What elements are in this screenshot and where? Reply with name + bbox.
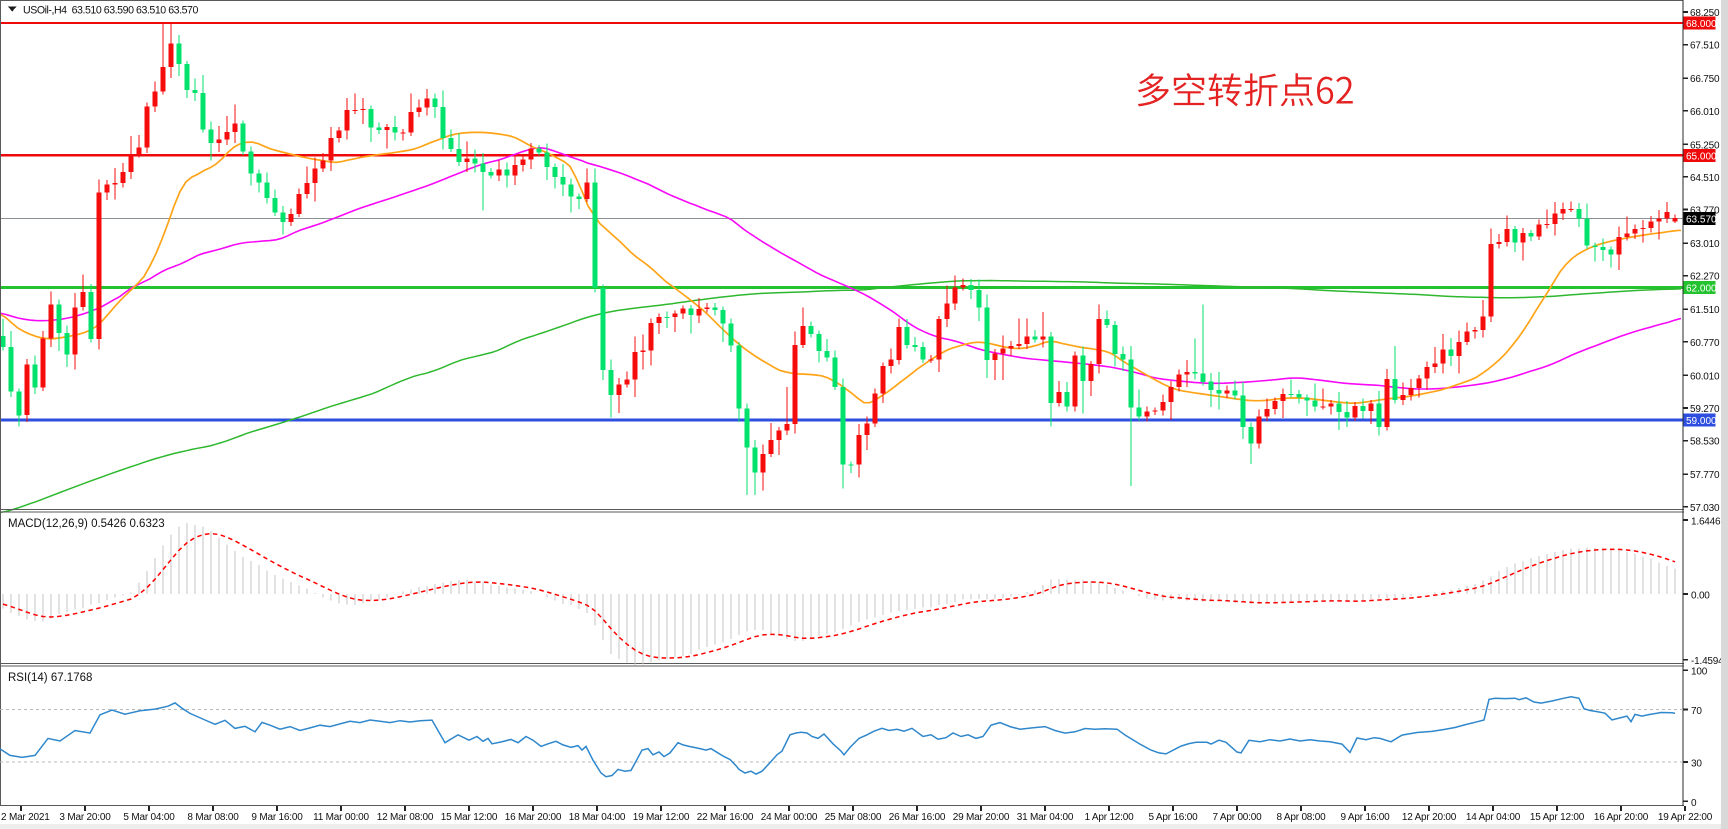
svg-text:16 Apr 20:00: 16 Apr 20:00 bbox=[1594, 812, 1649, 823]
svg-text:57.030: 57.030 bbox=[1690, 503, 1720, 514]
svg-text:-1.4594: -1.4594 bbox=[1691, 656, 1724, 667]
svg-text:66.750: 66.750 bbox=[1690, 74, 1720, 85]
svg-text:8 Apr 08:00: 8 Apr 08:00 bbox=[1277, 812, 1327, 823]
svg-text:11 Mar 00:00: 11 Mar 00:00 bbox=[313, 812, 369, 823]
svg-text:19 Mar 12:00: 19 Mar 12:00 bbox=[633, 812, 690, 823]
svg-text:60.010: 60.010 bbox=[1690, 371, 1720, 382]
svg-text:0.00: 0.00 bbox=[1691, 591, 1710, 602]
svg-text:60.770: 60.770 bbox=[1690, 338, 1720, 349]
svg-text:18 Mar 04:00: 18 Mar 04:00 bbox=[569, 812, 626, 823]
svg-text:14 Apr 04:00: 14 Apr 04:00 bbox=[1466, 812, 1521, 823]
svg-text:8 Mar 08:00: 8 Mar 08:00 bbox=[187, 812, 239, 823]
svg-text:MACD(12,26,9) 0.5426 0.6323: MACD(12,26,9) 0.5426 0.6323 bbox=[8, 518, 165, 530]
svg-text:24 Mar 00:00: 24 Mar 00:00 bbox=[761, 812, 818, 823]
svg-text:25 Mar 08:00: 25 Mar 08:00 bbox=[825, 812, 882, 823]
svg-text:1 Apr 12:00: 1 Apr 12:00 bbox=[1085, 812, 1135, 823]
svg-text:7 Apr 00:00: 7 Apr 00:00 bbox=[1213, 812, 1263, 823]
svg-text:62.000: 62.000 bbox=[1686, 284, 1717, 295]
svg-text:68.000: 68.000 bbox=[1686, 19, 1717, 30]
svg-text:30: 30 bbox=[1691, 759, 1702, 770]
svg-text:31 Mar 04:00: 31 Mar 04:00 bbox=[1017, 812, 1074, 823]
svg-text:0: 0 bbox=[1691, 798, 1697, 809]
svg-text:58.530: 58.530 bbox=[1690, 437, 1720, 448]
svg-text:15 Mar 12:00: 15 Mar 12:00 bbox=[441, 812, 498, 823]
svg-text:1.6446: 1.6446 bbox=[1691, 517, 1721, 528]
svg-text:59.000: 59.000 bbox=[1686, 416, 1717, 427]
svg-text:9 Apr 16:00: 9 Apr 16:00 bbox=[1341, 812, 1391, 823]
svg-text:70: 70 bbox=[1691, 706, 1702, 717]
svg-text:64.510: 64.510 bbox=[1690, 173, 1720, 184]
svg-text:59.270: 59.270 bbox=[1690, 404, 1720, 415]
svg-text:57.770: 57.770 bbox=[1690, 470, 1720, 481]
svg-text:12 Mar 08:00: 12 Mar 08:00 bbox=[377, 812, 434, 823]
svg-text:9 Mar 16:00: 9 Mar 16:00 bbox=[251, 812, 303, 823]
svg-text:RSI(14) 67.1768: RSI(14) 67.1768 bbox=[8, 672, 92, 684]
svg-text:22 Mar 16:00: 22 Mar 16:00 bbox=[697, 812, 754, 823]
svg-text:16 Mar 20:00: 16 Mar 20:00 bbox=[505, 812, 562, 823]
svg-text:66.010: 66.010 bbox=[1690, 107, 1720, 118]
svg-text:15 Apr 12:00: 15 Apr 12:00 bbox=[1530, 812, 1585, 823]
svg-text:100: 100 bbox=[1691, 667, 1708, 678]
svg-text:65.000: 65.000 bbox=[1686, 151, 1717, 162]
svg-text:26 Mar 16:00: 26 Mar 16:00 bbox=[889, 812, 946, 823]
svg-text:19 Apr 22:00: 19 Apr 22:00 bbox=[1658, 812, 1713, 823]
svg-text:12 Apr 20:00: 12 Apr 20:00 bbox=[1402, 812, 1457, 823]
svg-text:2 Mar 2021: 2 Mar 2021 bbox=[1, 812, 50, 823]
svg-text:USOil-,H4 63.510 63.590 63.51: USOil-,H4 63.510 63.590 63.510 63.570 bbox=[23, 5, 198, 17]
svg-text:3 Mar 20:00: 3 Mar 20:00 bbox=[59, 812, 111, 823]
svg-text:63.770: 63.770 bbox=[1690, 206, 1720, 217]
svg-text:62.270: 62.270 bbox=[1690, 272, 1720, 283]
svg-text:65.250: 65.250 bbox=[1690, 140, 1720, 151]
svg-text:68.250: 68.250 bbox=[1690, 8, 1720, 19]
svg-text:5 Apr 16:00: 5 Apr 16:00 bbox=[1149, 812, 1199, 823]
svg-text:5 Mar 04:00: 5 Mar 04:00 bbox=[123, 812, 175, 823]
svg-text:29 Mar 20:00: 29 Mar 20:00 bbox=[953, 812, 1010, 823]
svg-text:63.570: 63.570 bbox=[1686, 214, 1717, 225]
svg-text:67.510: 67.510 bbox=[1690, 41, 1720, 52]
svg-text:61.510: 61.510 bbox=[1690, 305, 1720, 316]
svg-text:63.010: 63.010 bbox=[1690, 239, 1720, 250]
